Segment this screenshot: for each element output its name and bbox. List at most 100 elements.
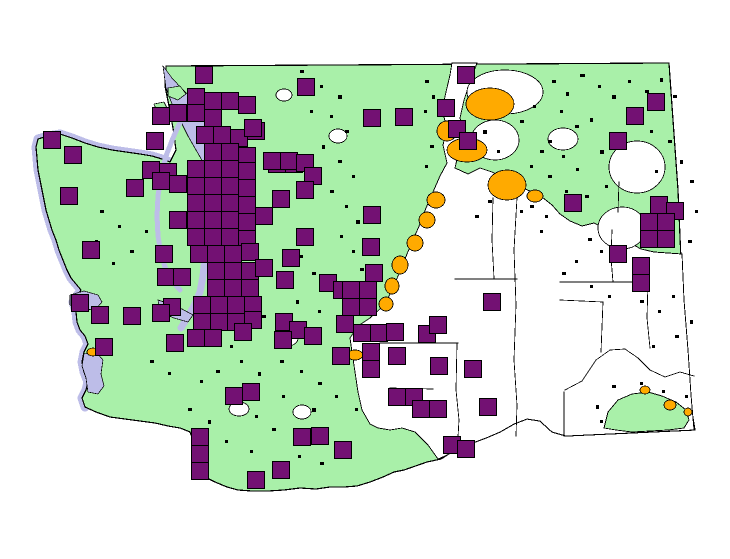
terrain-speckle bbox=[483, 130, 487, 134]
occurrence-square bbox=[187, 329, 205, 347]
orange-patch bbox=[384, 277, 400, 295]
terrain-speckle bbox=[200, 380, 203, 383]
occurrence-square bbox=[238, 96, 256, 114]
terrain-speckle bbox=[533, 105, 536, 108]
occurrence-square bbox=[342, 298, 360, 316]
occurrence-square bbox=[173, 268, 191, 286]
occurrence-square bbox=[363, 206, 381, 224]
terrain-speckle bbox=[580, 74, 585, 77]
occurrence-square bbox=[204, 92, 222, 110]
occurrence-square bbox=[155, 245, 173, 263]
occurrence-square bbox=[276, 271, 294, 289]
occurrence-square bbox=[479, 398, 497, 416]
occurrence-square bbox=[146, 132, 164, 150]
terrain-speckle bbox=[320, 462, 324, 465]
occurrence-square bbox=[195, 66, 213, 84]
occurrence-square bbox=[82, 241, 100, 259]
occurrence-square bbox=[227, 296, 245, 314]
terrain-speckle bbox=[488, 200, 492, 203]
occurrence-square bbox=[207, 245, 225, 263]
terrain-speckle bbox=[690, 320, 693, 324]
terrain-speckle bbox=[432, 95, 435, 99]
terrain-speckle bbox=[318, 382, 322, 385]
occurrence-square bbox=[263, 152, 281, 170]
terrain-speckle bbox=[660, 78, 663, 82]
occurrence-square bbox=[657, 213, 675, 231]
occurrence-square bbox=[238, 162, 256, 180]
terrain-speckle bbox=[338, 95, 342, 99]
occurrence-square bbox=[213, 126, 231, 144]
occurrence-square bbox=[187, 194, 205, 212]
occurrence-square bbox=[204, 109, 222, 127]
occurrence-square bbox=[191, 445, 209, 463]
occurrence-square bbox=[272, 461, 290, 479]
terrain-speckle bbox=[530, 205, 534, 208]
occurrence-square bbox=[187, 177, 205, 195]
nonhabitat-patch bbox=[597, 206, 647, 250]
terrain-speckle bbox=[655, 170, 658, 173]
occurrence-square bbox=[255, 259, 273, 277]
occurrence-square bbox=[224, 245, 242, 263]
orange-patch bbox=[639, 385, 651, 395]
terrain-speckle bbox=[258, 372, 261, 376]
terrain-speckle bbox=[318, 310, 321, 313]
occurrence-square bbox=[430, 357, 448, 375]
terrain-speckle bbox=[650, 130, 653, 133]
terrain-speckle bbox=[188, 408, 192, 411]
terrain-speckle bbox=[216, 370, 220, 373]
terrain-speckle bbox=[688, 240, 692, 243]
occurrence-square bbox=[187, 160, 205, 178]
nonhabitat-patch bbox=[547, 127, 579, 151]
occurrence-square bbox=[412, 400, 430, 418]
occurrence-square bbox=[388, 347, 406, 365]
terrain-speckle bbox=[300, 370, 303, 373]
terrain-speckle bbox=[640, 300, 644, 303]
occurrence-square bbox=[221, 160, 239, 178]
occurrence-square bbox=[238, 147, 256, 165]
occurrence-square bbox=[221, 92, 239, 110]
occurrence-squares-layer bbox=[43, 66, 684, 489]
terrain-speckle bbox=[424, 110, 427, 113]
occurrence-square bbox=[169, 104, 187, 122]
terrain-speckle bbox=[552, 80, 556, 83]
terrain-speckle bbox=[118, 225, 121, 228]
occurrence-square bbox=[244, 296, 262, 314]
terrain-speckle bbox=[345, 205, 348, 208]
terrain-speckle bbox=[640, 382, 643, 385]
occurrence-square bbox=[359, 298, 377, 316]
occurrence-square bbox=[289, 321, 307, 339]
terrain-speckle bbox=[548, 140, 552, 143]
orange-patch bbox=[406, 234, 424, 252]
occurrence-square bbox=[187, 88, 205, 106]
occurrence-square bbox=[221, 194, 239, 212]
occurrence-square bbox=[210, 296, 228, 314]
occurrence-square bbox=[241, 243, 259, 261]
terrain-speckle bbox=[230, 345, 233, 348]
occurrence-square bbox=[429, 400, 447, 418]
occurrence-square bbox=[388, 388, 406, 406]
terrain-speckle bbox=[612, 385, 616, 388]
terrain-speckle bbox=[430, 145, 434, 148]
occurrence-square bbox=[304, 327, 322, 345]
terrain-speckle bbox=[145, 230, 148, 233]
occurrence-square bbox=[190, 245, 208, 263]
occurrence-square bbox=[342, 281, 360, 299]
terrain-speckle bbox=[566, 92, 569, 96]
orange-patch bbox=[683, 407, 693, 417]
terrain-speckle bbox=[605, 185, 608, 188]
occurrence-square bbox=[370, 324, 388, 342]
occurrence-square bbox=[640, 230, 658, 248]
terrain-speckle bbox=[240, 360, 243, 363]
county-line bbox=[646, 281, 651, 349]
terrain-speckle bbox=[560, 110, 563, 113]
occurrence-square bbox=[282, 249, 300, 267]
occurrence-square bbox=[459, 132, 477, 150]
occurrence-square bbox=[191, 462, 209, 480]
occurrence-square bbox=[365, 264, 383, 282]
terrain-speckle bbox=[590, 285, 593, 288]
occurrence-square bbox=[221, 143, 239, 161]
terrain-speckle bbox=[680, 160, 683, 164]
terrain-speckle bbox=[298, 455, 301, 458]
